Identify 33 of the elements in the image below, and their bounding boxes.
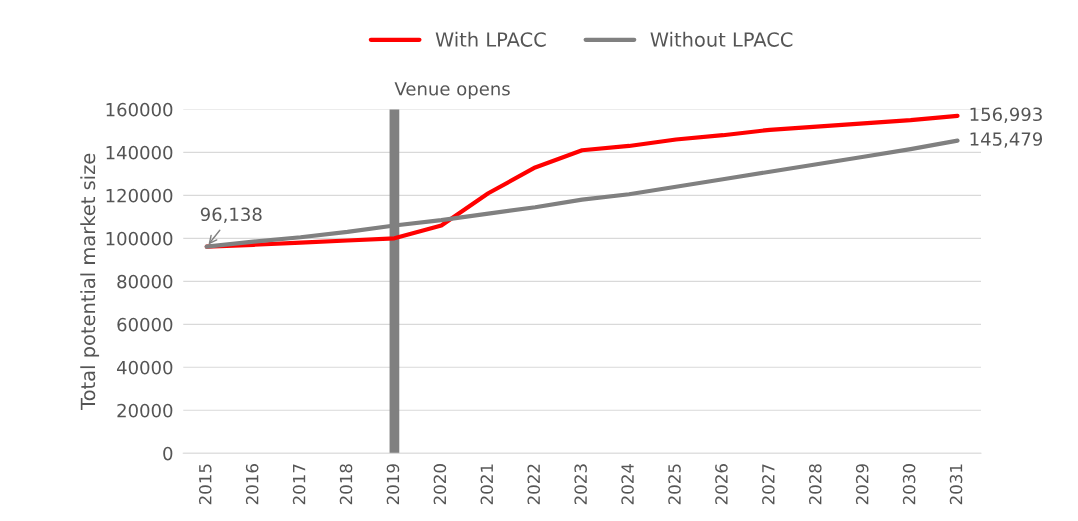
x-tick-label: 2025 xyxy=(668,464,681,505)
x-tick-label: 2015 xyxy=(198,464,212,505)
x-tick-label: 2030 xyxy=(902,464,916,505)
y-tick-label: 100000 xyxy=(106,231,173,246)
x-tick-label: 2020 xyxy=(433,464,447,505)
annotation: 156,993 xyxy=(970,107,1042,123)
x-tick-label: 2016 xyxy=(245,464,259,505)
y-tick-label: 160000 xyxy=(106,102,173,117)
x-tick-label: 2029 xyxy=(855,464,869,505)
y-tick-label: 0 xyxy=(163,446,173,461)
ref-line-label: Venue opens xyxy=(394,82,510,100)
x-tick-label: 2023 xyxy=(574,464,587,505)
legend-label: With LPACC xyxy=(435,31,546,47)
annotation: 96,138 xyxy=(200,207,262,223)
y-tick-label: 20000 xyxy=(117,403,173,418)
y-tick-label: 120000 xyxy=(106,188,173,203)
x-tick-label: 2026 xyxy=(715,464,728,505)
annotation: 145,479 xyxy=(970,132,1043,148)
y-tick-label: 140000 xyxy=(106,145,173,160)
x-tick-label: 2031 xyxy=(949,464,963,505)
y-axis-title: Total potential market size xyxy=(80,153,100,410)
y-tick-label: 40000 xyxy=(116,360,173,375)
x-tick-label: 2019 xyxy=(386,464,400,505)
y-tick-label: 80000 xyxy=(117,274,173,289)
y-tick-label: 60000 xyxy=(117,317,173,332)
legend-label: Without LPACC xyxy=(650,31,793,47)
x-tick-label: 2024 xyxy=(621,463,634,505)
x-tick-label: 2028 xyxy=(808,464,822,505)
x-tick-label: 2027 xyxy=(762,464,775,505)
x-tick-label: 2022 xyxy=(527,464,541,505)
x-tick-label: 2018 xyxy=(339,464,353,505)
x-tick-label: 2017 xyxy=(292,464,306,505)
x-tick-label: 2021 xyxy=(480,464,494,505)
